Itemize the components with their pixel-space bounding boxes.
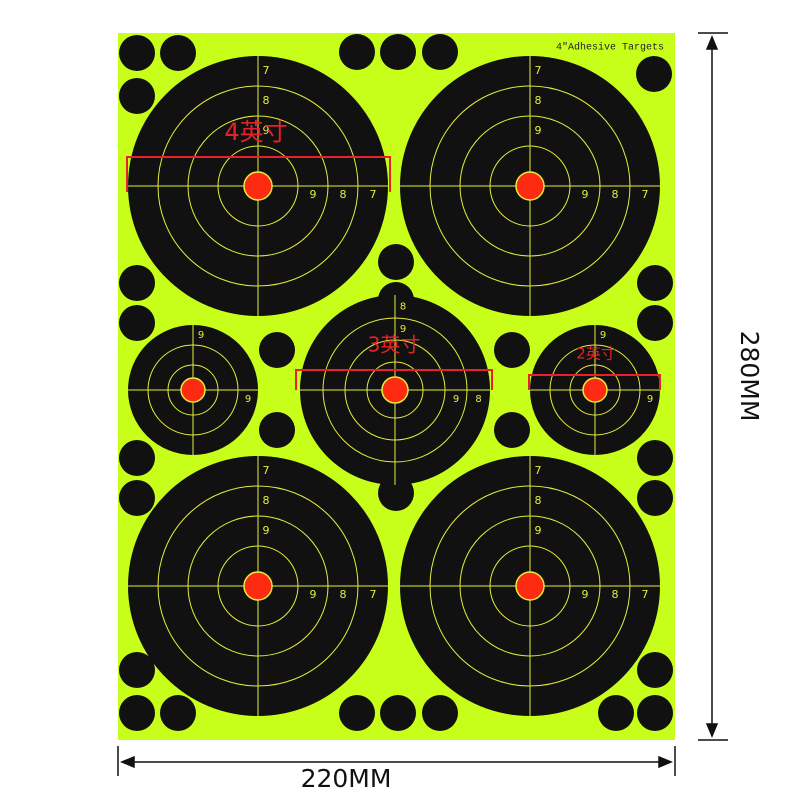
annotation: 2英寸 bbox=[576, 345, 616, 363]
bullseye bbox=[180, 377, 206, 403]
sticker-dot bbox=[422, 34, 458, 70]
sticker-dot bbox=[119, 35, 155, 71]
ring-number: 8 bbox=[475, 394, 481, 405]
ring-number: 9 bbox=[400, 324, 406, 335]
ring-number: 7 bbox=[370, 188, 377, 201]
sticker-dot bbox=[637, 480, 673, 516]
target: 7 7 8 8 9 9 bbox=[400, 456, 660, 716]
ring-number: 7 bbox=[642, 588, 649, 601]
sticker-dot bbox=[598, 695, 634, 731]
sticker-dot bbox=[339, 34, 375, 70]
ring-number: 7 bbox=[370, 588, 377, 601]
sticker-dot bbox=[637, 695, 673, 731]
sticker-dot bbox=[119, 265, 155, 301]
sticker-dot bbox=[339, 695, 375, 731]
ring-number: 9 bbox=[535, 524, 542, 537]
ring-number: 7 bbox=[263, 64, 270, 77]
ring-number: 9 bbox=[582, 588, 589, 601]
target: 99 bbox=[128, 325, 258, 455]
ring-number: 8 bbox=[612, 588, 619, 601]
bullseye bbox=[381, 376, 409, 404]
ring-number: 9 bbox=[582, 188, 589, 201]
ring-number: 8 bbox=[340, 188, 347, 201]
sticker-dot bbox=[119, 480, 155, 516]
sticker-dot bbox=[494, 332, 530, 368]
sheet-title: 4"Adhesive Targets bbox=[556, 42, 664, 54]
ring-number: 9 bbox=[647, 394, 653, 405]
ring-number: 8 bbox=[612, 188, 619, 201]
ring-number: 7 bbox=[535, 64, 542, 77]
sticker-dot bbox=[119, 78, 155, 114]
dimension-lines bbox=[117, 32, 728, 776]
bullseye bbox=[243, 171, 273, 201]
sticker-dot bbox=[160, 35, 196, 71]
ring-number: 9 bbox=[535, 124, 542, 137]
bracket-2in bbox=[528, 374, 661, 390]
bullseye bbox=[243, 571, 273, 601]
target: 8 8 9 9 bbox=[300, 295, 490, 485]
ring-number: 8 bbox=[400, 302, 406, 313]
sticker-dot bbox=[259, 332, 295, 368]
target: 7 7 8 8 9 9 bbox=[128, 456, 388, 716]
ring-number: 8 bbox=[535, 494, 542, 507]
ring-number: 8 bbox=[263, 94, 270, 107]
sticker-dot bbox=[119, 440, 155, 476]
sticker-dot bbox=[637, 305, 673, 341]
ring-number: 9 bbox=[198, 330, 204, 341]
ring-number: 7 bbox=[642, 188, 649, 201]
sticker-dot bbox=[119, 652, 155, 688]
sticker-dot bbox=[119, 695, 155, 731]
sticker-dot bbox=[259, 412, 295, 448]
sticker-dot bbox=[380, 695, 416, 731]
sticker-dot bbox=[378, 244, 414, 280]
ring-number: 7 bbox=[535, 464, 542, 477]
target: 7 7 8 8 9 9 bbox=[128, 56, 388, 316]
target: 99 bbox=[530, 325, 660, 455]
sticker-dot bbox=[380, 34, 416, 70]
sticker-dot bbox=[636, 56, 672, 92]
ring-number: 7 bbox=[263, 464, 270, 477]
ring-number: 9 bbox=[453, 394, 459, 405]
annotation: 3英寸 bbox=[368, 333, 421, 357]
sticker-dot bbox=[637, 265, 673, 301]
sticker-dot bbox=[637, 440, 673, 476]
sticker-dot bbox=[119, 305, 155, 341]
ring-number: 9 bbox=[245, 394, 251, 405]
sticker-dot bbox=[160, 695, 196, 731]
target: 7 7 8 8 9 9 bbox=[400, 56, 660, 316]
annotation: 4英寸 bbox=[224, 118, 287, 146]
sticker-dot bbox=[637, 652, 673, 688]
ring-number: 9 bbox=[263, 524, 270, 537]
bullseye bbox=[515, 171, 545, 201]
ring-number: 8 bbox=[263, 494, 270, 507]
bullseye bbox=[582, 377, 608, 403]
bracket-3in bbox=[295, 369, 493, 390]
ring-number: 9 bbox=[310, 188, 317, 201]
width-label: 220MM bbox=[301, 764, 392, 793]
bracket-4in bbox=[126, 156, 391, 192]
bullseye bbox=[515, 571, 545, 601]
ring-number: 8 bbox=[535, 94, 542, 107]
sticker-dot bbox=[494, 412, 530, 448]
ring-number: 9 bbox=[310, 588, 317, 601]
ring-number: 9 bbox=[263, 124, 270, 137]
height-label: 280MM bbox=[735, 331, 764, 422]
sticker-dot bbox=[422, 695, 458, 731]
ring-number: 8 bbox=[340, 588, 347, 601]
ring-number: 9 bbox=[600, 330, 606, 341]
size-brackets bbox=[126, 156, 661, 390]
